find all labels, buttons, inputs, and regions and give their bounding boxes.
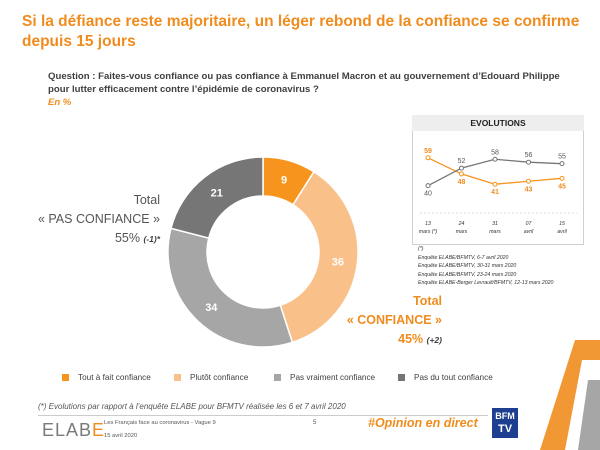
legend-swatch	[274, 374, 281, 381]
evolutions-value-label: 45	[558, 183, 566, 190]
evolutions-notes: (*) Enquête ELABE/BFMTV, 6-7 avril 2020 …	[418, 245, 588, 288]
evolutions-note: Enquête ELABE-Berger Levrault/BFMTV, 12-…	[418, 280, 554, 287]
evolutions-value-label: 52	[458, 158, 466, 165]
pas-confiance-value: 55%	[114, 231, 140, 245]
evolutions-value-label: 40	[424, 191, 432, 198]
evolutions-x-tick: 31	[492, 221, 498, 227]
evolutions-note: Enquête ELABE/BFMTV, 6-7 avril 2020	[418, 254, 509, 261]
evolutions-point	[459, 171, 464, 177]
legend-item-plutot: Plutôt confiance	[174, 373, 248, 382]
evolutions-x-tick: 07	[526, 221, 533, 227]
elabe-logo: ELABE	[42, 420, 105, 441]
evolutions-point	[526, 178, 531, 184]
evolutions-point	[459, 165, 464, 171]
evolutions-x-tick: 15	[559, 221, 565, 227]
donut-label-plutot: 36	[332, 256, 344, 268]
pas-confiance-delta: (-1)*	[143, 234, 160, 244]
confiance-line2: « CONFIANCE »	[346, 313, 442, 327]
legend-label: Pas du tout confiance	[414, 373, 493, 382]
logo-text: ELAB	[42, 420, 93, 440]
page-title: Si la défiance reste majoritaire, un lég…	[22, 13, 580, 50]
question-text: Question : Faites-vous confiance ou pas …	[48, 71, 560, 95]
tv-text: TV	[497, 423, 513, 435]
donut-label-pas-du-tout: 21	[211, 187, 223, 199]
evolutions-title: EVOLUTIONS	[412, 115, 584, 131]
legend-label: Plutôt confiance	[190, 373, 249, 382]
legend-label: Tout à fait confiance	[78, 373, 151, 382]
legend-item-tout-a-fait: Tout à fait confiance	[62, 373, 151, 382]
donut-label-pas-vraiment: 34	[205, 302, 218, 314]
evolutions-x-tick: avril	[524, 229, 534, 235]
evolutions-point	[559, 161, 565, 167]
evolutions-line-chart: 59 48 41 43 45 40 52 58 56 55 13 mars (*) 24 mars 31 ma…	[419, 148, 577, 235]
pas-confiance-line2: « PAS CONFIANCE »	[37, 212, 160, 226]
unit-label: En %	[48, 97, 72, 108]
legend-item-pas-vraiment: Pas vraiment confiance	[274, 373, 375, 382]
footnote: (*) Evolutions par rapport à l’enquête E…	[38, 402, 346, 411]
evolutions-value-label: 43	[525, 186, 533, 193]
evolutions-value-label: 59	[424, 148, 432, 155]
legend-swatch	[174, 374, 181, 381]
survey-date: 15 avril 2020	[104, 433, 138, 439]
evolutions-x-tick: 13	[425, 221, 431, 227]
confiance-line1: Total	[413, 294, 442, 308]
evolutions-value-label: 55	[558, 154, 566, 161]
evolutions-note: Enquête ELABE/BFMTV, 23-24 mars 2020	[418, 271, 517, 278]
evolutions-x-tick: mars	[489, 229, 501, 235]
evolutions-value-label: 48	[458, 179, 466, 186]
donut-slice-pas-vraiment	[167, 227, 294, 348]
evolutions-note: Enquête ELABE/BFMTV, 30-31 mars 2020	[418, 263, 517, 270]
confiance-delta: (+2)	[426, 335, 442, 345]
evolutions-point	[425, 183, 431, 189]
evolutions-x-tick: mars (*)	[419, 229, 438, 235]
donut-slice-pas-du-tout	[170, 156, 264, 239]
legend-swatch	[62, 374, 69, 381]
evolutions-x-tick: avril	[557, 229, 567, 235]
logo-text-accent: E	[92, 420, 106, 440]
donut-label-tout-a-fait: 9	[281, 174, 287, 186]
confiance-total: Total « CONFIANCE » 45% (+2)	[330, 292, 442, 350]
confiance-value: 45%	[398, 332, 424, 346]
evolutions-point	[492, 156, 498, 162]
footer-divider	[38, 415, 488, 416]
evolutions-note: (*)	[418, 246, 424, 252]
evolutions-point	[425, 155, 431, 161]
evolutions-value-label: 41	[491, 189, 499, 196]
legend-item-pas-du-tout: Pas du tout confiance	[398, 373, 493, 382]
evolutions-point	[559, 175, 565, 181]
evolutions-panel	[412, 115, 584, 245]
pas-confiance-total: Total « PAS CONFIANCE » 55% (-1)*	[20, 191, 160, 249]
evolutions-value-label: 58	[491, 149, 499, 156]
evolutions-point	[526, 159, 531, 165]
evolutions-value-label: 56	[525, 152, 533, 159]
legend-label: Pas vraiment confiance	[290, 373, 376, 382]
evolutions-x-tick: 24	[458, 221, 465, 227]
evolutions-x-tick: mars	[456, 229, 468, 235]
survey-name: Les Français face au coronavirus - Vague…	[104, 420, 216, 426]
legend: Tout à fait confiance Plutôt confiance P…	[62, 373, 582, 387]
decorative-arrow	[540, 340, 600, 450]
bfmtv-logo: BFM TV	[492, 408, 518, 438]
legend-swatch	[398, 374, 405, 381]
evolutions-point	[492, 181, 498, 187]
pas-confiance-line1: Total	[133, 193, 160, 207]
page-number: 5	[313, 420, 317, 426]
bfm-text: BFM	[495, 411, 515, 421]
donut-slice-plutot	[279, 170, 359, 344]
hashtag: #Opinion en direct	[368, 416, 478, 430]
